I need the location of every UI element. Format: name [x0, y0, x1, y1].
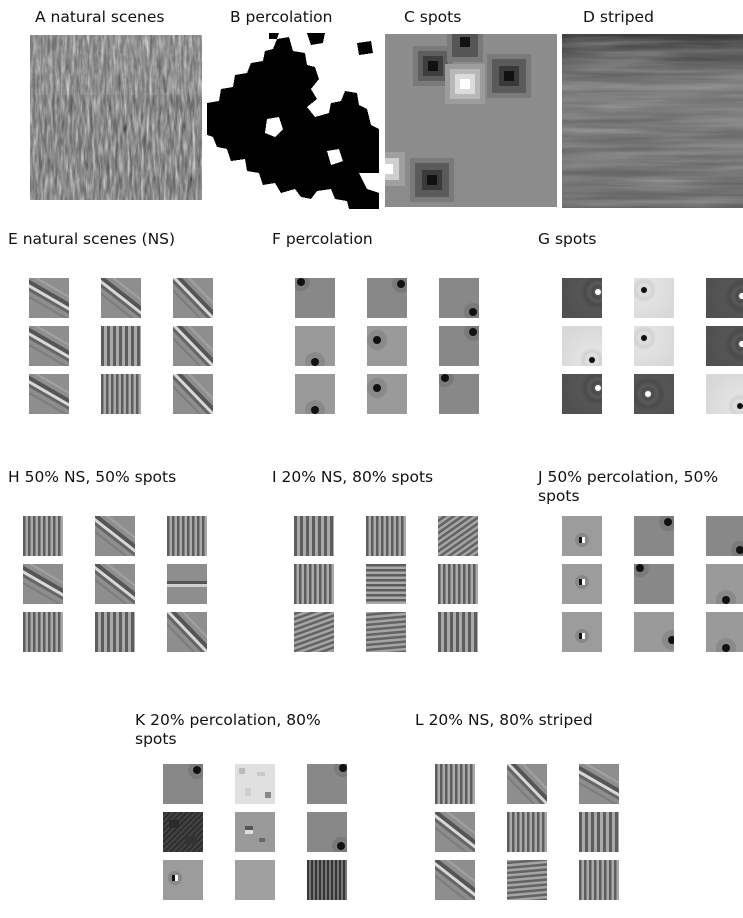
filter-tile: [634, 516, 674, 556]
filter-tile: [163, 860, 203, 900]
filter-tile: [507, 860, 547, 900]
filter-tile: [438, 516, 478, 556]
filter-tile: [706, 374, 743, 414]
filter-tile: [706, 278, 743, 318]
filter-tile: [438, 612, 478, 652]
filter-tile: [307, 764, 347, 804]
panel-c-label: C spots: [404, 8, 462, 26]
filter-tile: [367, 326, 407, 366]
filter-tile: [579, 860, 619, 900]
filter-tile: [23, 564, 63, 604]
filter-tile: [29, 278, 69, 318]
filter-tile: [439, 374, 479, 414]
filter-tile: [173, 278, 213, 318]
filter-tile: [435, 764, 475, 804]
filter-tile: [101, 326, 141, 366]
filter-tile: [95, 564, 135, 604]
filter-tile: [173, 374, 213, 414]
filter-tile: [562, 516, 602, 556]
filter-tile: [366, 516, 406, 556]
filter-tile: [163, 812, 203, 852]
filter-tile: [562, 564, 602, 604]
filter-tile: [706, 326, 743, 366]
filter-tile: [294, 564, 334, 604]
filter-tile: [507, 764, 547, 804]
percolation-image: [207, 33, 379, 209]
panel-g-label: G spots: [538, 230, 597, 248]
filter-tile: [438, 564, 478, 604]
filter-tile: [235, 812, 275, 852]
filter-tile: [163, 764, 203, 804]
filter-tile: [366, 612, 406, 652]
filter-tile: [167, 516, 207, 556]
spots-image: [385, 34, 557, 207]
filter-tile: [235, 860, 275, 900]
filter-tile: [23, 612, 63, 652]
filter-tile: [167, 612, 207, 652]
filter-tile: [634, 612, 674, 652]
panel-k-label: K 20% percolation, 80% spots: [135, 711, 321, 748]
natural-scene-image: [30, 35, 202, 200]
filter-tile: [435, 860, 475, 900]
filter-tile: [101, 374, 141, 414]
panel-j-label: J 50% percolation, 50% spots: [538, 468, 719, 505]
filter-tile: [579, 764, 619, 804]
filter-tile: [634, 326, 674, 366]
filter-tile: [307, 860, 347, 900]
filter-tile: [579, 812, 619, 852]
panel-f-label: F percolation: [272, 230, 373, 248]
filter-tile: [295, 374, 335, 414]
filter-tile: [634, 564, 674, 604]
filter-tile: [235, 764, 275, 804]
filter-tile: [562, 374, 602, 414]
filter-tile: [439, 326, 479, 366]
panel-d-label: D striped: [583, 8, 654, 26]
panel-h-label: H 50% NS, 50% spots: [8, 468, 177, 486]
filter-tile: [706, 564, 743, 604]
filter-tile: [634, 374, 674, 414]
panel-b-label: B percolation: [230, 8, 333, 26]
filter-tile: [562, 612, 602, 652]
filter-tile: [706, 612, 743, 652]
filter-tile: [706, 516, 743, 556]
filter-tile: [294, 612, 334, 652]
filter-tile: [167, 564, 207, 604]
striped-image: [562, 34, 743, 208]
filter-tile: [439, 278, 479, 318]
filter-tile: [307, 812, 347, 852]
filter-tile: [294, 516, 334, 556]
filter-tile: [23, 516, 63, 556]
filter-tile: [29, 326, 69, 366]
filter-tile: [95, 516, 135, 556]
filter-tile: [367, 278, 407, 318]
filter-tile: [366, 564, 406, 604]
panel-l-label: L 20% NS, 80% striped: [415, 711, 593, 729]
filter-tile: [95, 612, 135, 652]
filter-tile: [562, 326, 602, 366]
filter-tile: [507, 812, 547, 852]
filter-tile: [173, 326, 213, 366]
filter-tile: [295, 326, 335, 366]
filter-tile: [367, 374, 407, 414]
filter-tile: [295, 278, 335, 318]
filter-tile: [29, 374, 69, 414]
panel-a-label: A natural scenes: [35, 8, 165, 26]
panel-i-label: I 20% NS, 80% spots: [272, 468, 434, 486]
filter-tile: [101, 278, 141, 318]
filter-tile: [562, 278, 602, 318]
filter-tile: [435, 812, 475, 852]
filter-tile: [634, 278, 674, 318]
panel-e-label: E natural scenes (NS): [8, 230, 176, 248]
